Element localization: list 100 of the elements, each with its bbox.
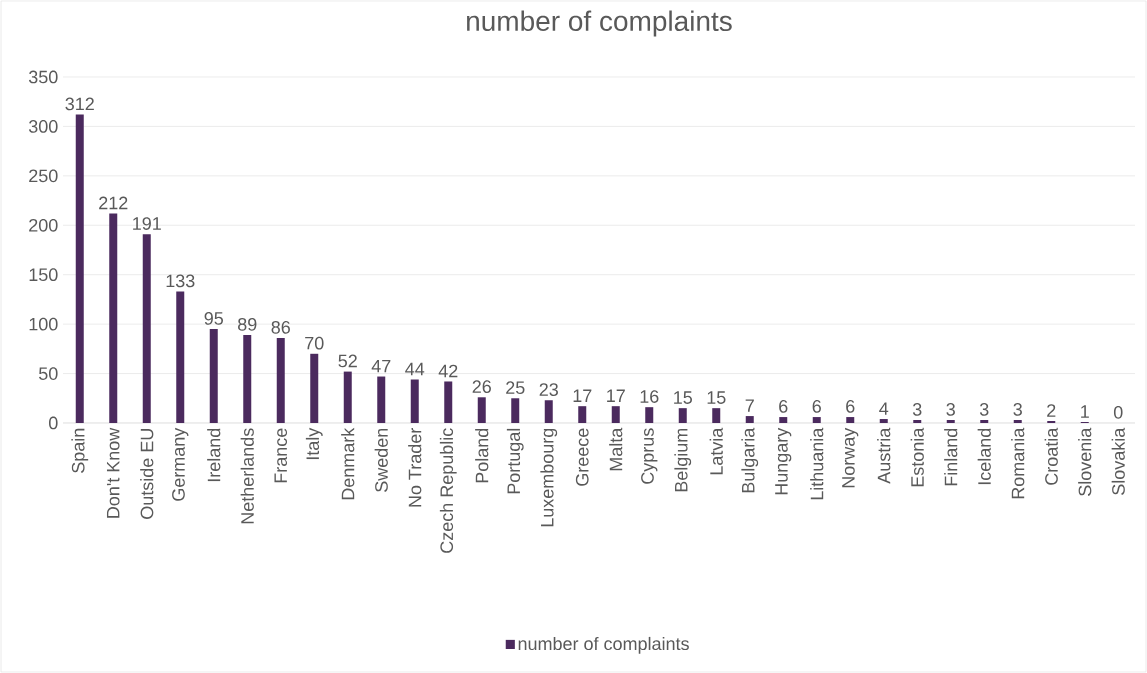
bar (209, 329, 218, 423)
x-tick-label: Latvia (709, 427, 723, 475)
x-tick-label: Czech Republic (439, 428, 457, 553)
x-tick-label: Croatia (1044, 427, 1058, 485)
x-tick-label: Denmark (341, 427, 355, 500)
bar (678, 408, 687, 423)
data-label: 6 (846, 400, 855, 413)
data-label: 4 (879, 402, 889, 415)
data-label: 191 (133, 217, 161, 230)
x-tick-label: Spain (71, 428, 89, 473)
bar (109, 213, 118, 423)
data-label: 3 (946, 403, 955, 416)
y-tick-label: 200 (29, 218, 58, 232)
data-label: 42 (438, 364, 458, 378)
y-tick-label: 0 (48, 416, 58, 430)
bar (343, 371, 352, 423)
bar (946, 420, 955, 423)
legend-label: number of complaints (518, 636, 689, 654)
x-tick-label: Hungary (775, 427, 792, 495)
data-label: 7 (745, 399, 754, 412)
data-label: 17 (607, 389, 625, 402)
bar (645, 407, 654, 423)
data-label: 17 (573, 389, 592, 402)
x-tick-label: Belgium (674, 428, 692, 492)
bar (611, 406, 620, 423)
bar (879, 419, 888, 423)
bar (310, 353, 319, 423)
data-label: 16 (640, 390, 659, 403)
x-tick-label: Estonia (910, 427, 924, 487)
x-tick-label: Poland (475, 428, 489, 483)
data-label: 2 (1047, 404, 1056, 417)
bar (511, 398, 520, 423)
bar (1013, 420, 1022, 423)
data-label: 6 (812, 400, 821, 413)
x-tick-label: Netherlands (240, 428, 254, 524)
x-tick-label: Austria (877, 427, 891, 484)
bar (477, 397, 486, 423)
data-label: 0 (1113, 405, 1123, 419)
x-tick-label: Italy (305, 427, 323, 460)
x-tick-label: Don't Know (106, 427, 120, 518)
data-label: 1 (1081, 405, 1089, 418)
x-tick-label: Slovakia (1111, 427, 1125, 495)
data-label: 47 (371, 359, 391, 373)
data-label: 23 (539, 383, 558, 396)
data-label: 89 (238, 318, 257, 331)
data-label: 3 (912, 403, 922, 416)
bar (142, 234, 151, 423)
x-tick-label: Portugal (506, 428, 524, 494)
y-tick-label: 350 (28, 70, 58, 84)
x-tick-label: Slovenia (1078, 427, 1092, 496)
data-label: 15 (707, 391, 726, 404)
y-tick-label: 100 (29, 317, 58, 331)
bar (779, 417, 788, 423)
bar (544, 400, 553, 423)
x-tick-label: Outside EU (140, 429, 154, 519)
x-tick-label: No Trader (408, 428, 422, 507)
x-tick-label: Germany (172, 427, 189, 501)
data-label: 26 (472, 380, 491, 394)
y-tick-label: 50 (38, 367, 58, 380)
data-label: 95 (204, 312, 224, 325)
x-tick-label: Finland (944, 428, 958, 486)
data-label: 3 (1013, 403, 1022, 416)
x-tick-label: Norway (842, 427, 859, 488)
bar (377, 376, 386, 423)
bar (75, 114, 84, 423)
chart-title: number of complaints (467, 10, 732, 37)
data-label: 52 (338, 354, 357, 368)
x-tick-label: Iceland (977, 428, 991, 485)
x-tick-label: Luxembourg (540, 428, 558, 527)
bar (745, 416, 754, 423)
data-label: 15 (674, 391, 693, 404)
bar (913, 420, 922, 423)
y-tick-label: 300 (28, 120, 58, 133)
x-tick-label: Ireland (207, 428, 221, 482)
data-label: 3 (979, 403, 989, 416)
y-tick-label: 250 (29, 169, 58, 183)
data-label: 25 (506, 381, 525, 394)
x-tick-label: Bulgaria (741, 427, 759, 493)
data-label: 312 (65, 97, 94, 111)
bar (176, 291, 185, 423)
data-label: 212 (99, 196, 128, 210)
data-label: 44 (405, 362, 425, 376)
data-label: 133 (166, 274, 195, 288)
x-tick-label: Romania (1011, 427, 1025, 499)
data-label: 6 (779, 400, 788, 413)
bar (846, 417, 855, 423)
x-tick-label: Sweden (374, 428, 388, 492)
bar (276, 337, 285, 423)
bar (410, 379, 419, 423)
bar (980, 420, 989, 423)
x-tick-label: Malta (609, 427, 623, 471)
x-tick-label: France (274, 428, 288, 483)
x-tick-label: Greece (575, 428, 589, 486)
data-label: 70 (305, 336, 324, 350)
bar (712, 408, 721, 423)
bar (578, 406, 587, 423)
bar (444, 381, 453, 423)
bar (243, 335, 252, 423)
y-tick-label: 150 (29, 268, 58, 282)
x-tick-label: Cyprus (641, 428, 658, 484)
